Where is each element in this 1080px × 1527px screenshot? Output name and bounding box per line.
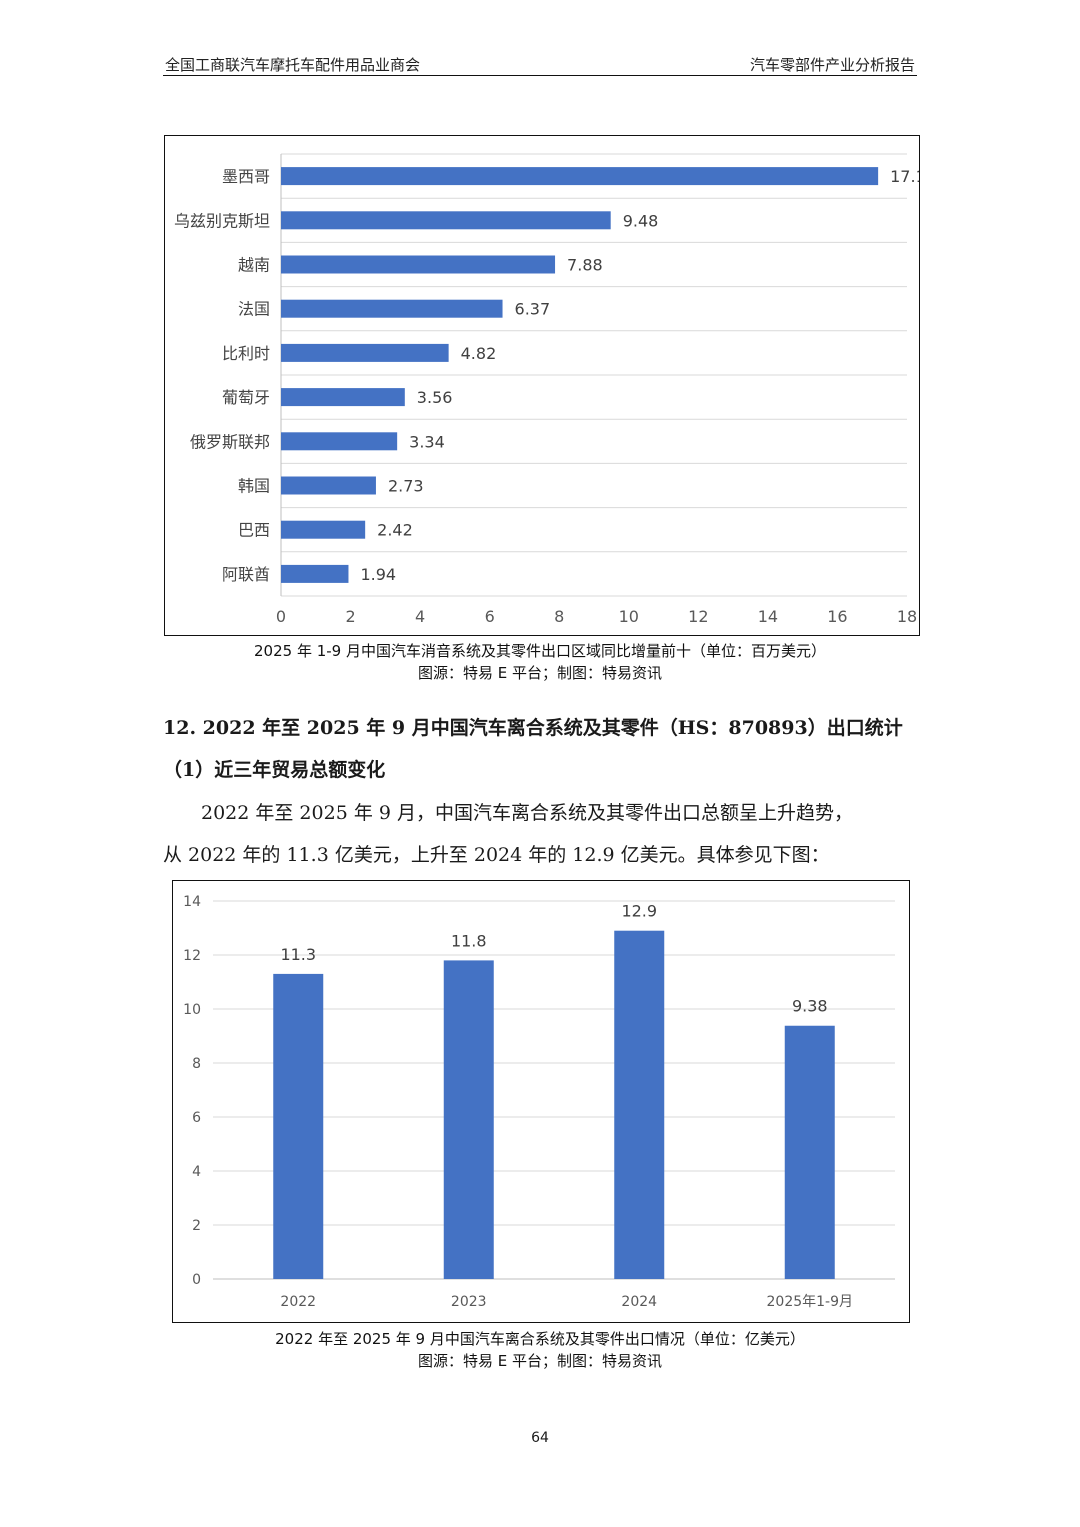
chart-1-horizontal-bar: 墨西哥 17.17 乌兹别克斯坦 9.48 越南 7.88 法国 6.37 比利时 4.82 葡萄牙…: [174, 153, 919, 626]
chart-2-source: 图源：特易 E 平台；制图：特易资讯: [417, 1352, 662, 1370]
data-label: 7.88: [567, 256, 603, 275]
bar: [281, 211, 611, 230]
bar: [281, 299, 503, 318]
bar: [281, 520, 366, 539]
chart-2-vertical-bar: 0 2 4 6 8 10 12 14 11.3 2022 11.8 2023 12.9 2024 9.38 2…: [183, 894, 895, 1310]
x-tick-label: 2: [345, 607, 355, 626]
y-tick-label: 12: [183, 948, 201, 964]
body-paragraph-line-1: 2022 年至 2025 年 9 月，中国汽车离合系统及其零件出口总额呈上升趋势…: [201, 802, 853, 824]
header-right: 汽车零部件产业分析报告: [749, 56, 915, 74]
category-label: 比利时: [222, 344, 270, 363]
category-label: 韩国: [238, 477, 270, 496]
x-tick-label: 16: [827, 607, 847, 626]
category-label: 巴西: [238, 521, 270, 540]
section-heading: 12. 2022 年至 2025 年 9 月中国汽车离合系统及其零件（HS：87…: [163, 717, 903, 739]
category-label: 法国: [238, 300, 270, 319]
data-label: 11.8: [451, 931, 487, 950]
bar: [281, 476, 376, 495]
chart-1-frame: 墨西哥 17.17 乌兹别克斯坦 9.48 越南 7.88 法国 6.37 比利时 4.82 葡萄牙…: [164, 135, 920, 636]
data-label: 9.38: [792, 997, 828, 1016]
x-category-label: 2024: [621, 1294, 657, 1310]
x-category-label: 2023: [451, 1294, 487, 1310]
data-label: 11.3: [280, 945, 316, 964]
y-tick-label: 14: [183, 894, 201, 910]
chart-2-frame: 0 2 4 6 8 10 12 14 11.3 2022 11.8 2023 12.9 2024 9.38 2…: [172, 880, 910, 1323]
data-label: 3.56: [417, 388, 453, 407]
bar: [443, 960, 494, 1279]
y-tick-label: 2: [192, 1218, 201, 1234]
data-label: 2.42: [377, 521, 413, 540]
bar: [281, 343, 449, 362]
x-tick-label: 0: [276, 607, 286, 626]
y-tick-label: 0: [192, 1272, 201, 1288]
data-label: 2.73: [388, 477, 424, 496]
category-label: 俄罗斯联邦: [190, 432, 270, 451]
chart-1-source: 图源：特易 E 平台；制图：特易资讯: [417, 664, 662, 682]
bar: [281, 255, 556, 274]
bar: [614, 930, 665, 1279]
bar: [281, 167, 879, 186]
y-tick-label: 4: [192, 1164, 201, 1180]
body-paragraph-line-2: 从 2022 年的 11.3 亿美元，上升至 2024 年的 12.9 亿美元。…: [163, 844, 830, 866]
bar: [281, 432, 398, 451]
data-label: 17.17: [890, 167, 919, 186]
data-label: 3.34: [409, 432, 445, 451]
y-tick-label: 8: [192, 1056, 201, 1072]
y-tick-label: 10: [183, 1002, 201, 1018]
bar: [281, 388, 405, 407]
section-subheading: （1）近三年贸易总额变化: [163, 759, 386, 781]
bar: [273, 973, 324, 1279]
data-label: 4.82: [461, 344, 497, 363]
data-label: 6.37: [515, 300, 551, 319]
page-number: 64: [531, 1430, 549, 1446]
data-label: 9.48: [623, 211, 659, 230]
category-label: 葡萄牙: [222, 388, 270, 407]
chart-2-caption: 2022 年至 2025 年 9 月中国汽车离合系统及其零件出口情况（单位：亿美…: [275, 1330, 805, 1348]
header-divider: [163, 75, 917, 76]
category-label: 乌兹别克斯坦: [174, 211, 270, 230]
data-label: 12.9: [621, 902, 657, 921]
x-tick-label: 8: [554, 607, 564, 626]
x-tick-label: 18: [897, 607, 917, 626]
category-label: 阿联酋: [222, 565, 270, 584]
chart-1-caption: 2025 年 1-9 月中国汽车消音系统及其零件出口区域同比增量前十（单位：百万…: [254, 642, 826, 660]
header-left: 全国工商联汽车摩托车配件用品业商会: [165, 56, 421, 74]
x-tick-label: 14: [758, 607, 778, 626]
data-label: 1.94: [360, 565, 396, 584]
bar: [784, 1025, 835, 1279]
x-tick-label: 6: [485, 607, 495, 626]
category-label: 墨西哥: [222, 167, 270, 186]
x-tick-label: 4: [415, 607, 425, 626]
x-category-label: 2025年1-9月: [767, 1294, 854, 1310]
y-tick-label: 6: [192, 1110, 201, 1126]
x-category-label: 2022: [280, 1294, 316, 1310]
bar: [281, 564, 349, 583]
x-tick-label: 10: [619, 607, 639, 626]
category-label: 越南: [238, 256, 270, 275]
x-tick-label: 12: [688, 607, 708, 626]
